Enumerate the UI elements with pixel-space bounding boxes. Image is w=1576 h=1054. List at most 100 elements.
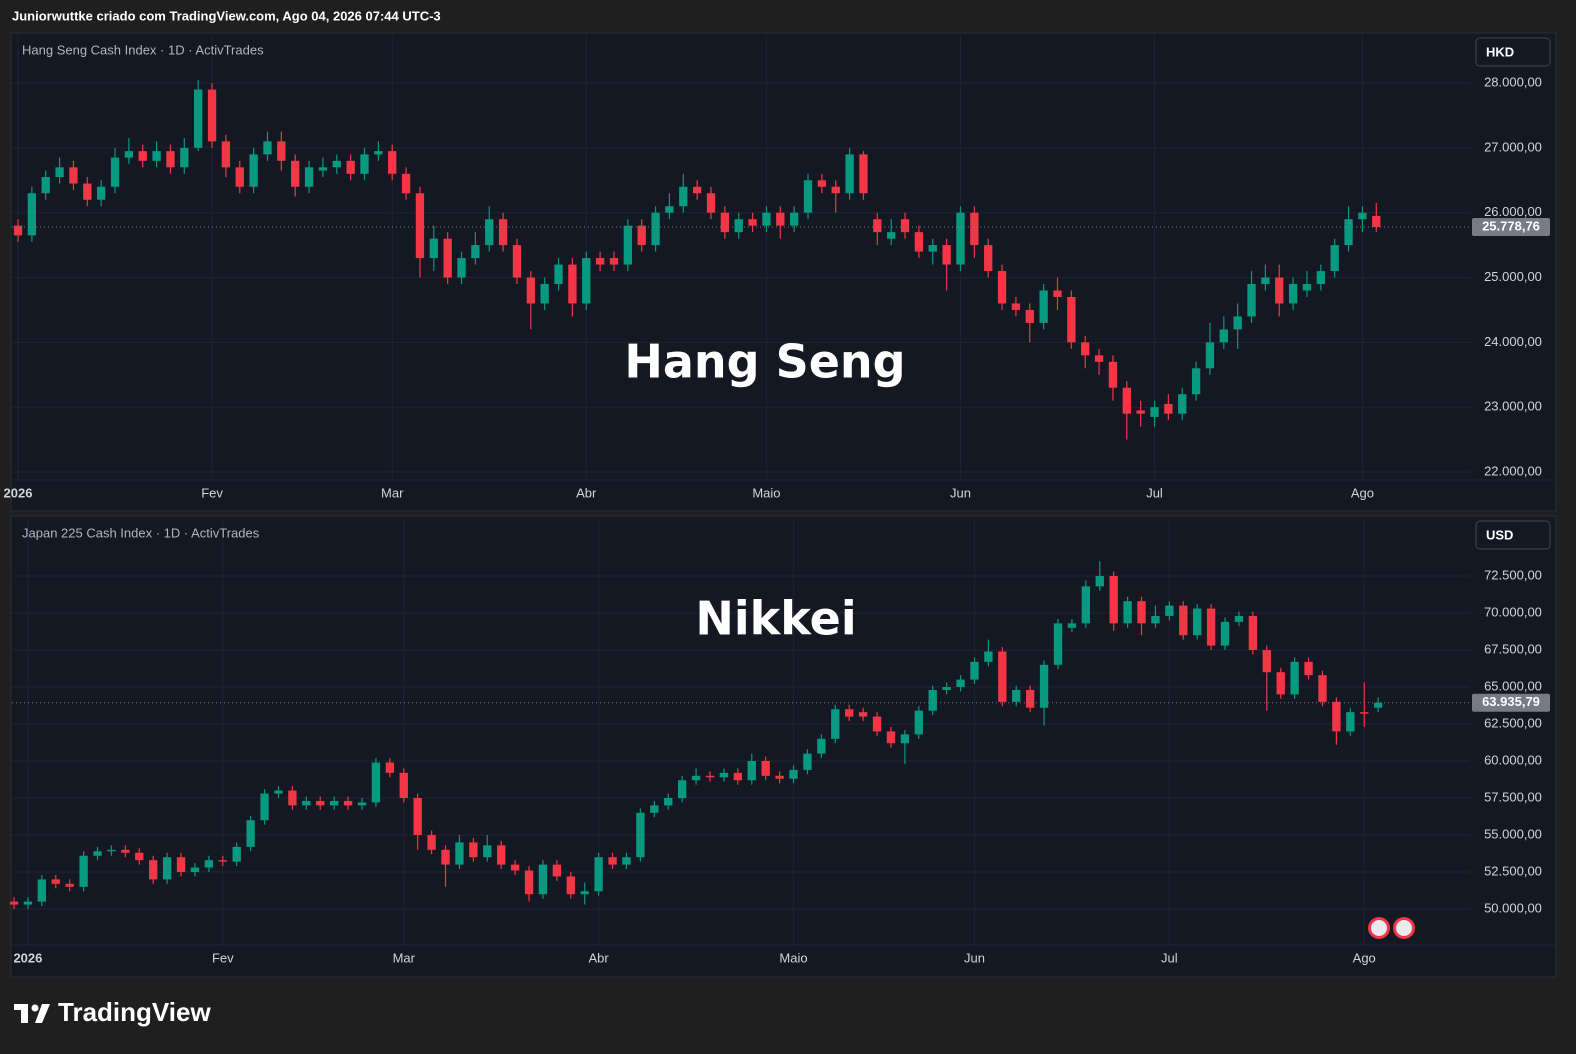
candle-body [346, 160, 355, 174]
event-icon [1371, 920, 1387, 936]
candle-body [803, 753, 812, 770]
candle-body [595, 258, 605, 265]
candle-body [162, 857, 172, 880]
candle-body [1067, 623, 1077, 628]
y-tick-label: 23.000,00 [1484, 399, 1542, 414]
candle-body [37, 879, 47, 902]
candle-body [705, 775, 715, 778]
last-price-tag [1472, 218, 1550, 237]
candle-body [1302, 284, 1312, 291]
candle-body [9, 901, 19, 905]
candle-body [1178, 394, 1187, 414]
candle-body [1039, 664, 1049, 708]
candle-body [1081, 342, 1090, 356]
candle-body [859, 154, 868, 194]
candle-body [1247, 284, 1256, 317]
candle-body [568, 264, 577, 304]
x-tick-label: Maio [752, 485, 780, 500]
candle-body [762, 212, 771, 226]
brand: TradingView [58, 997, 211, 1027]
candle-body [900, 734, 910, 744]
candle-body [775, 775, 784, 779]
candle-body [817, 180, 827, 187]
candle-body [942, 687, 951, 690]
candle-body [873, 219, 882, 233]
candle-body [1344, 219, 1353, 246]
logo: TradingView [14, 997, 211, 1027]
candle-body [1025, 309, 1034, 323]
chart-title: Japan 225 Cash Index · 1D · ActivTrades [22, 525, 260, 540]
candle-body [457, 258, 466, 278]
candle-body [984, 651, 993, 662]
y-tick-label: 26.000,00 [1484, 204, 1542, 219]
candle-body [27, 193, 37, 236]
candle-body [942, 245, 951, 265]
candle-body [998, 651, 1007, 702]
last-price-label: 63.935,79 [1482, 694, 1540, 709]
candle-body [110, 157, 120, 187]
candle-body [1261, 277, 1270, 285]
candle-body [719, 772, 729, 778]
candle-body [388, 151, 397, 174]
candle-body [1137, 601, 1146, 624]
header: Juniorwuttke criado com TradingView.com,… [12, 8, 441, 23]
candle-body [235, 167, 244, 187]
candle-body [845, 154, 854, 194]
candle-body [1373, 702, 1383, 708]
candle-body [789, 769, 798, 779]
candle-body [51, 879, 60, 884]
candle-body [1262, 650, 1271, 673]
candle-body [399, 772, 408, 799]
candle-body [469, 842, 478, 858]
last-price-tag [1472, 693, 1550, 712]
candle-body [415, 193, 425, 259]
candle-body [887, 232, 896, 239]
candle-body [246, 820, 255, 847]
candle-body [498, 219, 508, 246]
x-tick-label: Abr [576, 485, 597, 500]
candle-body [1108, 361, 1118, 388]
candle-body [304, 167, 314, 187]
candle-body [149, 860, 158, 880]
candle-body [609, 258, 619, 265]
candle-body [97, 186, 106, 200]
annotation: Hang Seng [624, 335, 905, 389]
chart-title: Hang Seng Cash Index · 1D · ActivTrades [22, 42, 264, 57]
y-tick-label: 67.500,00 [1484, 641, 1542, 656]
candle-body [1122, 387, 1131, 414]
y-tick-label: 50.000,00 [1484, 900, 1542, 915]
logo-shape [35, 1004, 50, 1023]
candle-body [1150, 407, 1159, 417]
currency: USD [1486, 527, 1513, 542]
y-tick-label: 57.500,00 [1484, 789, 1542, 804]
candle-body [204, 860, 214, 868]
candle-body [232, 846, 241, 862]
candle-body [1358, 212, 1367, 220]
candle-body [166, 151, 175, 168]
candle-body [914, 232, 924, 252]
candle-body [374, 151, 383, 155]
candle-body [79, 855, 88, 887]
candle-body [83, 183, 92, 200]
y-tick-label: 70.000,00 [1484, 604, 1542, 619]
candle-body [1025, 689, 1035, 708]
x-tick-label: Jun [964, 950, 985, 965]
candle-body [1360, 712, 1369, 714]
candle-body [260, 793, 269, 821]
candle-body [1053, 623, 1063, 665]
candle-body [221, 141, 231, 168]
x-tick-label: Jun [950, 485, 971, 500]
candle-body [1275, 277, 1284, 304]
x-tick-label: Abr [589, 950, 610, 965]
candle-body [540, 284, 549, 304]
x-tick-label: 2026 [13, 950, 42, 965]
candle-body [357, 802, 367, 806]
x-tick-label: Ago [1351, 485, 1374, 500]
candle-body [207, 89, 217, 142]
candle-body [970, 661, 979, 680]
candle-body [1316, 271, 1325, 285]
candle-body [691, 775, 701, 781]
candle-body [1081, 586, 1091, 624]
candle-body [318, 167, 328, 171]
candle-body [512, 245, 522, 278]
